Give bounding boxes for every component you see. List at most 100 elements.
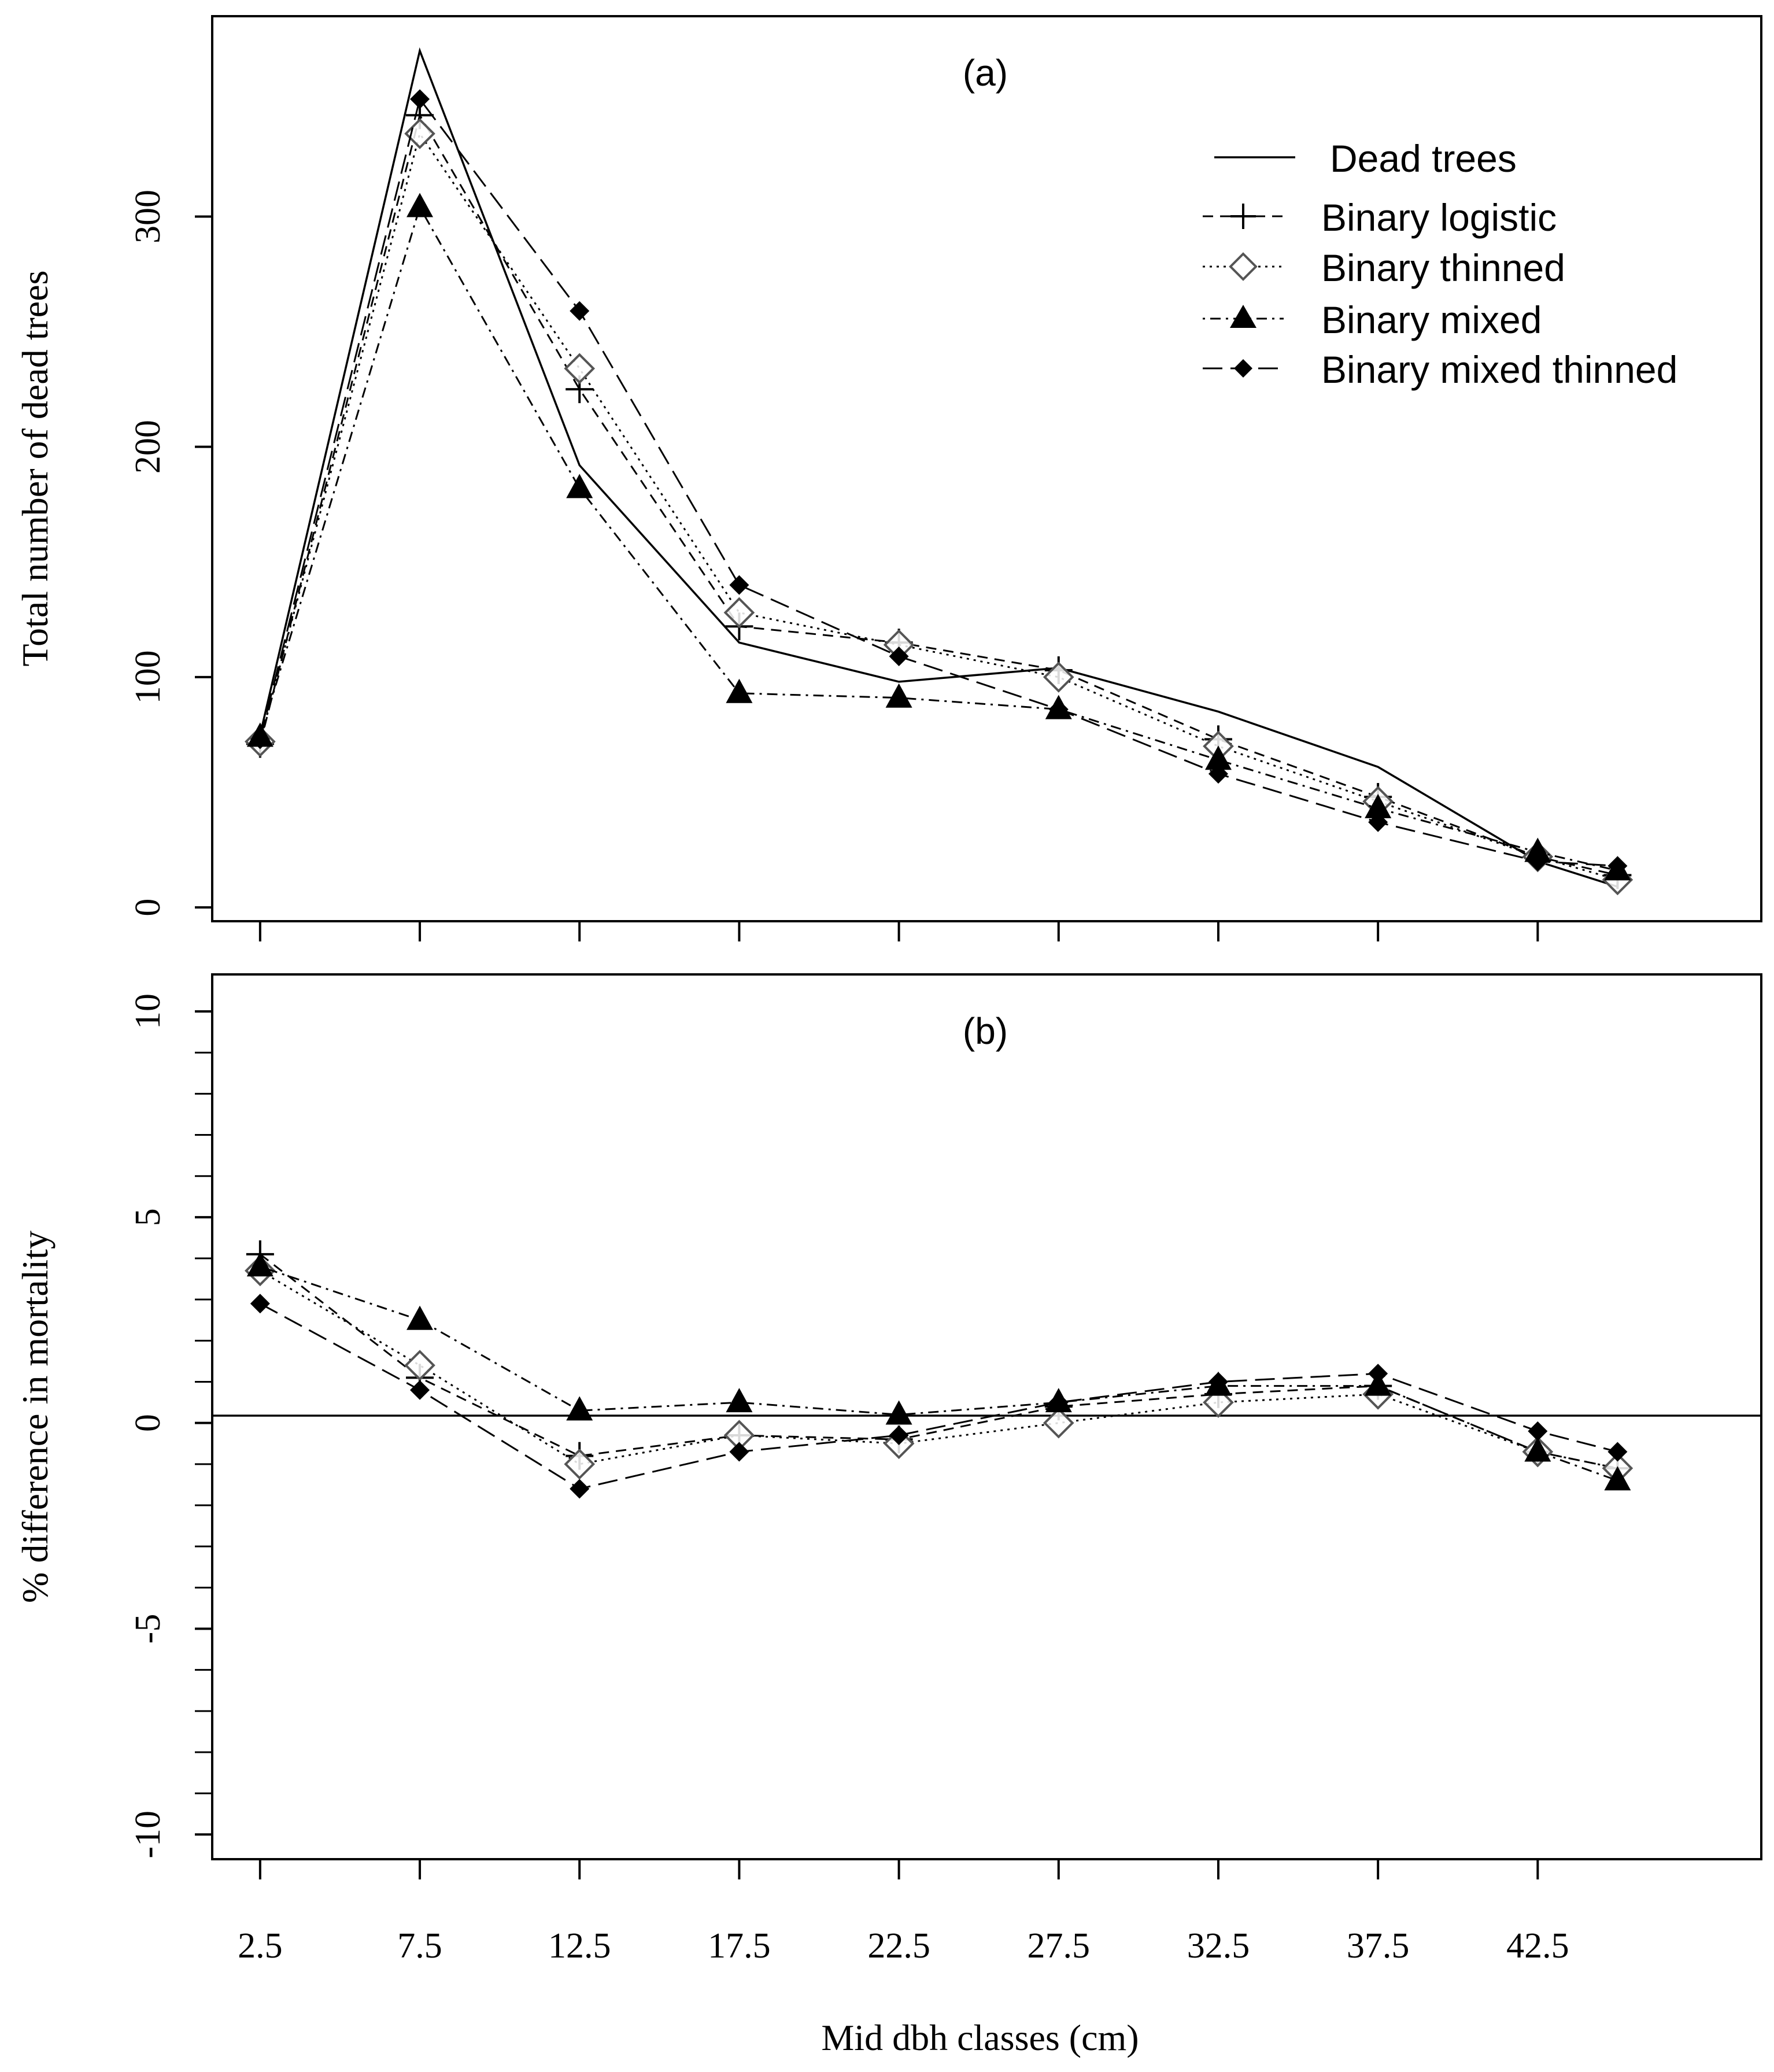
data-point-binary-mixed bbox=[566, 474, 593, 498]
data-point-binary-thinned bbox=[1203, 1387, 1234, 1418]
series-line-binary-mixed-thinned bbox=[260, 1302, 1618, 1490]
data-point-binary-mixed bbox=[885, 683, 912, 708]
x-tick-label: 12.5 bbox=[548, 1926, 611, 1966]
legend-marker-open-diamond-icon bbox=[1229, 252, 1258, 281]
y-tick-label: -5 bbox=[128, 1614, 168, 1644]
data-point-binary-mixed-thinned bbox=[1528, 1421, 1548, 1441]
data-point-binary-mixed-thinned bbox=[729, 575, 749, 595]
data-point-binary-thinned bbox=[564, 1449, 596, 1480]
x-tick-label: 7.5 bbox=[397, 1926, 442, 1966]
legend: Dead trees Binary logistic Binary thinne… bbox=[1203, 137, 1677, 391]
legend-item-binary-mixed-thinned: Binary mixed thinned bbox=[1203, 348, 1677, 391]
series-line-binary-thinned bbox=[260, 1270, 1618, 1469]
panel-b-frame bbox=[211, 973, 1762, 1860]
legend-item-binary-mixed: Binary mixed bbox=[1203, 298, 1542, 341]
y-tick-label: 5 bbox=[128, 1208, 168, 1226]
legend-marker-filled-triangle-icon bbox=[1230, 305, 1256, 328]
data-point-binary-mixed-thinned bbox=[1607, 1442, 1628, 1462]
data-point-binary-mixed bbox=[726, 1388, 753, 1413]
y-tick-label: 100 bbox=[128, 650, 168, 704]
data-point-binary-mixed-thinned bbox=[729, 1442, 749, 1462]
data-point-binary-mixed bbox=[1365, 1371, 1392, 1396]
panel-a-frame bbox=[211, 15, 1762, 922]
x-tick-label: 37.5 bbox=[1347, 1926, 1410, 1966]
data-point-binary-thinned bbox=[1043, 662, 1074, 693]
data-point-binary-mixed-thinned bbox=[1208, 764, 1228, 784]
x-tick-label: 42.5 bbox=[1506, 1926, 1569, 1966]
series-line-binary-mixed bbox=[260, 1265, 1618, 1482]
x-tick-label: 2.5 bbox=[238, 1926, 283, 1966]
x-tick-label: 32.5 bbox=[1187, 1926, 1250, 1966]
panel-b-label: (b) bbox=[963, 1010, 1008, 1052]
legend-marker-filled-diamond-icon bbox=[1234, 359, 1252, 378]
x-axis-title: Mid dbh classes (cm) bbox=[821, 2017, 1139, 2058]
data-point-binary-mixed bbox=[406, 193, 434, 217]
series-line-dead-trees bbox=[259, 47, 1618, 888]
series-dead-trees bbox=[259, 47, 1618, 888]
legend-item-binary-logistic: Binary logistic bbox=[1203, 196, 1557, 239]
data-point-binary-mixed-thinned bbox=[1528, 851, 1548, 871]
data-point-binary-mixed-thinned bbox=[1208, 1372, 1228, 1392]
data-point-binary-mixed bbox=[885, 1400, 912, 1425]
data-point-binary-mixed bbox=[1204, 745, 1232, 770]
data-point-binary-mixed-thinned bbox=[250, 729, 270, 749]
data-point-binary-mixed bbox=[246, 1252, 274, 1277]
data-point-binary-mixed-thinned bbox=[1368, 812, 1388, 832]
data-point-binary-mixed bbox=[1604, 1466, 1631, 1491]
series-binary-mixed bbox=[246, 193, 1631, 881]
y-tick-label: 200 bbox=[128, 420, 168, 474]
x-tick-label: 17.5 bbox=[708, 1926, 771, 1966]
series-binary-thinned bbox=[245, 1255, 1633, 1484]
series-line-binary-mixed-thinned bbox=[259, 97, 1618, 867]
data-point-binary-thinned bbox=[404, 118, 435, 149]
data-point-binary-mixed bbox=[726, 678, 753, 703]
panel-a: 0 100 200 300 (a) Total number of dead tree… bbox=[14, 15, 1762, 922]
series-line-binary-thinned bbox=[259, 131, 1618, 881]
data-point-binary-mixed-thinned bbox=[250, 1294, 270, 1314]
data-point-binary-mixed bbox=[1524, 837, 1551, 862]
legend-label-binary-logistic: Binary logistic bbox=[1321, 196, 1557, 239]
series-binary-logistic bbox=[246, 1240, 1632, 1482]
series-binary-mixed bbox=[246, 1252, 1631, 1491]
legend-label-binary-mixed-thinned: Binary mixed thinned bbox=[1321, 348, 1677, 391]
data-point-binary-thinned bbox=[1043, 1407, 1074, 1439]
data-point-binary-mixed bbox=[1524, 1437, 1551, 1462]
panel-a-series bbox=[245, 47, 1633, 896]
data-point-binary-mixed-thinned bbox=[410, 1380, 430, 1400]
y-tick-label: 0 bbox=[128, 899, 168, 917]
series-binary-mixed-thinned bbox=[250, 89, 1628, 876]
y-tick-label: 300 bbox=[128, 190, 168, 243]
y-tick-label: -10 bbox=[128, 1811, 168, 1859]
data-point-binary-mixed-thinned bbox=[570, 301, 590, 321]
legend-item-dead-trees: Dead trees bbox=[1214, 137, 1517, 180]
panel-a-y-axis-title: Total number of dead trees bbox=[14, 270, 56, 666]
y-tick-label: 0 bbox=[128, 1414, 168, 1432]
data-point-binary-thinned bbox=[564, 353, 596, 385]
data-point-binary-thinned bbox=[404, 1350, 435, 1381]
panel-a-x-axis bbox=[258, 921, 1539, 941]
data-point-binary-mixed-thinned bbox=[1048, 699, 1069, 719]
data-point-binary-mixed bbox=[406, 1305, 434, 1330]
panel-b-x-axis: 2.5 7.5 12.5 17.5 22.5 27.5 32.5 37.5 42.5 bbox=[238, 1859, 1569, 1966]
data-point-binary-thinned bbox=[723, 597, 755, 629]
legend-label-dead-trees: Dead trees bbox=[1330, 137, 1517, 180]
legend-item-binary-thinned: Binary thinned bbox=[1203, 246, 1565, 289]
panel-a-y-axis: 0 100 200 300 bbox=[128, 190, 212, 917]
data-point-binary-mixed-thinned bbox=[889, 1425, 909, 1446]
data-point-binary-mixed-thinned bbox=[1048, 1393, 1069, 1413]
x-tick-label: 22.5 bbox=[867, 1926, 930, 1966]
panel-b-y-axis-title: % difference in mortality bbox=[14, 1231, 56, 1603]
data-point-binary-mixed bbox=[566, 1396, 593, 1421]
x-tick-label: 27.5 bbox=[1028, 1926, 1091, 1966]
data-point-binary-mixed bbox=[1365, 793, 1392, 818]
data-point-binary-mixed-thinned bbox=[1368, 1364, 1388, 1384]
legend-label-binary-thinned: Binary thinned bbox=[1321, 246, 1565, 289]
legend-marker-plus-icon bbox=[1230, 204, 1256, 229]
data-point-binary-mixed-thinned bbox=[570, 1479, 590, 1499]
data-point-binary-mixed-thinned bbox=[1607, 856, 1628, 876]
data-point-binary-mixed-thinned bbox=[410, 89, 430, 109]
panel-b: -10 -5 0 5 10 (b) % difference in mortality bbox=[14, 973, 1762, 1860]
panel-a-label: (a) bbox=[963, 52, 1008, 94]
legend-label-binary-mixed: Binary mixed bbox=[1321, 298, 1542, 341]
